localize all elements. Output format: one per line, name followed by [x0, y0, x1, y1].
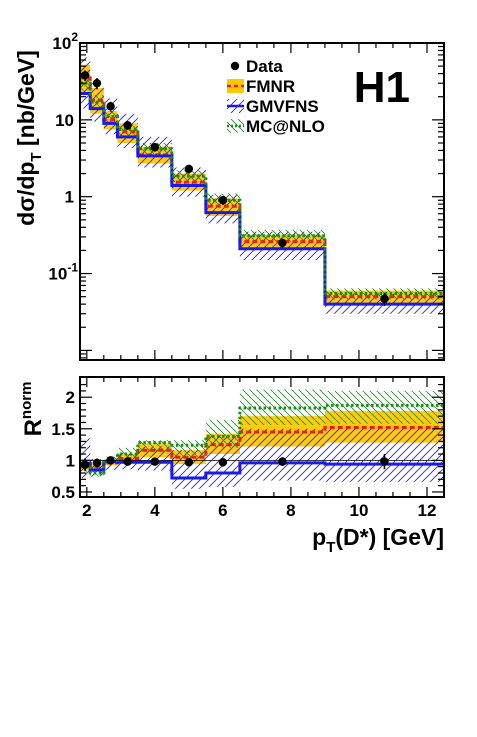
main-axis-ticks: 10-1 1 10 102 [48, 30, 445, 360]
main-data-point-1 [92, 78, 102, 88]
x-tick-label-3: 8 [286, 501, 295, 520]
ratio-mcnlo-band-1 [90, 467, 104, 477]
main-data-point-6 [218, 196, 228, 205]
main-gmvfns-line [80, 92, 444, 306]
main-frame [79, 42, 445, 361]
main-data-point-7 [278, 238, 287, 248]
legend-label-mcnlo: MC@NLO [246, 117, 325, 136]
ratio-data-point-2 [106, 456, 115, 465]
legend-entry-gmvfns: GMVFNS [227, 97, 319, 116]
x-tick-label-5: 12 [418, 501, 437, 520]
legend: Data FMNR GMVFNS MC@NLO [227, 57, 325, 136]
ratio-data-points [80, 454, 389, 472]
main-y-tick-label-3: 102 [52, 30, 78, 53]
ratio-data-point-0 [80, 460, 90, 469]
main-y-tick-label-2: 10 [55, 111, 74, 130]
main-data-point-5 [184, 164, 194, 174]
ratio-data-point-5 [184, 458, 194, 467]
main-data-point-4 [150, 143, 160, 152]
legend-entry-data: Data [230, 57, 283, 76]
x-tick-label-4: 10 [349, 501, 368, 520]
ratio-data-point-1 [92, 458, 102, 468]
legend-label-data: Data [246, 57, 283, 76]
ratio-gmvfns-band-7 [239, 428, 325, 481]
legend-label-gmvfns: GMVFNS [246, 97, 319, 116]
main-fmnr-line [80, 76, 444, 299]
ratio-panel: 2 4 6 8 10 12 0.5 1 1.5 2 Rnorm pT(D*) [GeV] [18, 376, 445, 556]
main-mcnlo-band-2 [103, 111, 118, 124]
legend-entry-mcnlo: MC@NLO [227, 117, 325, 136]
main-data-point-3 [123, 121, 132, 130]
ratio-y-tick-label-2: 1.5 [51, 420, 75, 439]
main-y-tick-label-0: 10-1 [48, 261, 78, 284]
ratio-data-point-4 [150, 457, 160, 466]
main-y-axis-title: dσ/dpT [nb/GeV] [13, 50, 45, 226]
ratio-data-point-6 [218, 458, 228, 467]
ratio-bands [80, 389, 444, 489]
x-axis-title: pT(D*) [GeV] [312, 524, 444, 556]
ratio-data-point-3 [123, 457, 132, 466]
ratio-mcnlo-band-5 [171, 440, 206, 457]
main-data-points [80, 70, 389, 306]
legend-entry-fmnr: FMNR [227, 77, 295, 96]
main-data-point-0 [80, 71, 90, 80]
ratio-mcnlo-band-7 [239, 389, 325, 425]
ratio-y-axis-title: Rnorm [18, 382, 47, 437]
x-tick-label-1: 4 [150, 501, 160, 520]
ratio-y-tick-label-0: 0.5 [51, 483, 75, 502]
ratio-fmnr-line [80, 426, 444, 469]
main-data-point-8 [380, 294, 389, 303]
ratio-gmvfns-band-0 [80, 438, 91, 479]
legend-label-fmnr: FMNR [246, 77, 295, 96]
ratio-mcnlo-band-8 [324, 390, 444, 424]
experiment-label: H1 [354, 63, 410, 112]
main-panel: 10-1 1 10 102 H1 Data FMNR GMVFNS MC@NLO [13, 30, 445, 361]
ratio-mcnlo-line [80, 403, 444, 475]
ratio-axis-ticks: 2 4 6 8 10 12 0.5 1 1.5 2 [51, 377, 445, 520]
x-tick-label-2: 6 [218, 501, 227, 520]
main-y-tick-label-1: 1 [65, 188, 74, 207]
x-tick-label-0: 2 [82, 501, 91, 520]
ratio-gmvfns-line [80, 460, 444, 480]
ratio-frame [79, 376, 445, 498]
ratio-data-point-8 [380, 457, 389, 466]
ratio-y-tick-label-3: 2 [66, 388, 75, 407]
legend-marker-data [230, 61, 240, 71]
main-data-point-2 [106, 102, 115, 111]
ratio-mcnlo-band-3 [117, 447, 138, 460]
ratio-mcnlo-band-4 [137, 440, 172, 452]
ratio-y-tick-label-1: 1 [66, 451, 75, 470]
ratio-data-point-7 [278, 457, 287, 466]
